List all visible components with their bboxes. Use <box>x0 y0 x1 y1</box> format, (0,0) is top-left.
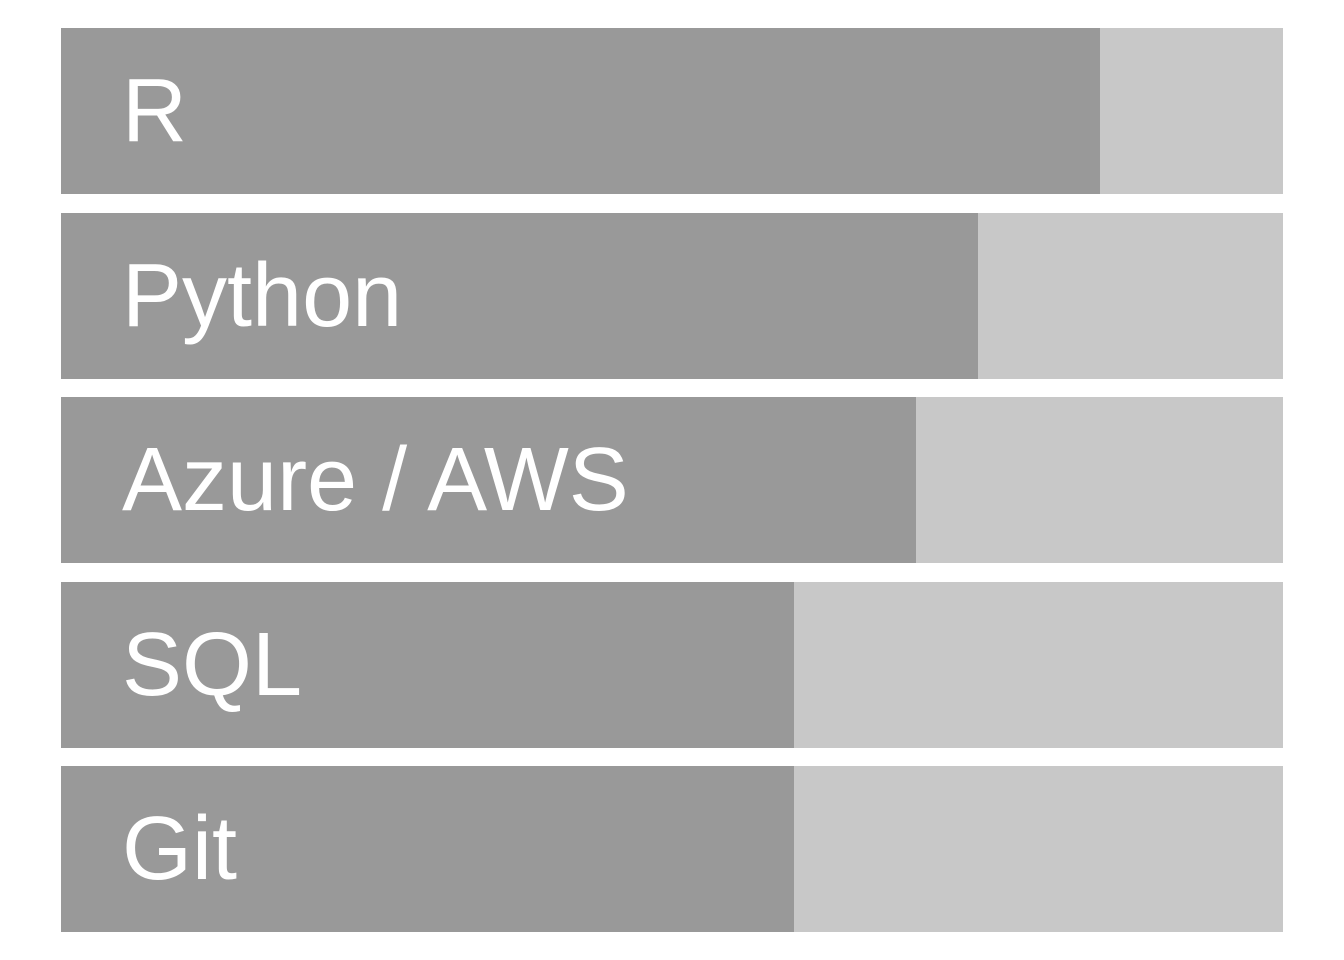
bar-fill <box>61 28 1100 194</box>
bar-track: R <box>61 28 1283 194</box>
bar-label: Git <box>122 799 238 899</box>
bar-fill <box>61 766 795 932</box>
bar-label: Azure / AWS <box>122 430 629 530</box>
bar-track: SQL <box>61 581 1283 748</box>
bar-fill <box>61 581 795 748</box>
bar-label: SQL <box>122 614 303 715</box>
bar-fill <box>61 397 917 563</box>
bar-track: Azure / AWS <box>61 397 1283 563</box>
skill-bar-chart: R Python Azure / AWS SQL Git <box>61 28 1283 932</box>
bar-label: R <box>122 61 187 161</box>
bar-track: Python <box>61 212 1283 379</box>
bar-fill <box>61 212 978 379</box>
bar-track: Git <box>61 766 1283 932</box>
bar-label: Python <box>122 245 403 346</box>
